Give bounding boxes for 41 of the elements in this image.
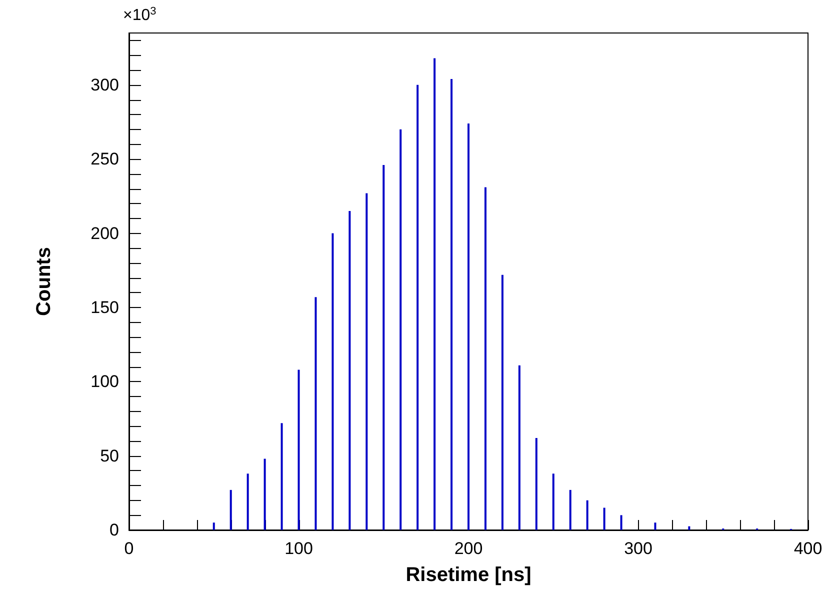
- bar: [264, 458, 266, 530]
- y-axis-title: Counts: [33, 247, 55, 316]
- bar: [552, 474, 554, 530]
- y-tick-label: 200: [90, 224, 119, 243]
- bar: [382, 165, 385, 530]
- bar: [298, 370, 300, 530]
- y-tick-label: 250: [90, 150, 119, 169]
- y-tick-label: 300: [90, 75, 119, 94]
- bar: [332, 233, 334, 530]
- x-axis-title: Risetime [ns]: [406, 564, 532, 586]
- x-tick-label: 400: [794, 539, 822, 558]
- bar: [688, 526, 690, 530]
- bar: [280, 423, 283, 530]
- bar: [434, 58, 436, 530]
- bar: [400, 129, 402, 530]
- bar: [450, 78, 453, 530]
- x-tick-label: 0: [124, 539, 134, 558]
- bar: [654, 522, 656, 530]
- y-tick-label: 150: [90, 298, 119, 317]
- bar: [535, 438, 538, 530]
- bar: [603, 508, 606, 530]
- bar: [569, 490, 572, 530]
- x-tick-label: 300: [624, 539, 652, 558]
- bar: [348, 211, 351, 530]
- bar: [586, 500, 588, 530]
- bar: [468, 124, 470, 530]
- bar: [246, 474, 249, 530]
- bar: [518, 365, 520, 530]
- bar: [314, 297, 317, 530]
- bar: [501, 274, 504, 530]
- bar: [230, 490, 232, 530]
- x-tick-label: 200: [454, 539, 483, 558]
- y-tick-label: 0: [110, 520, 119, 540]
- bar: [366, 193, 368, 530]
- bar: [484, 187, 486, 530]
- y-tick-label: 100: [90, 372, 119, 392]
- bar: [212, 522, 215, 530]
- y-tick-label: 50: [100, 446, 119, 466]
- bar: [620, 515, 622, 530]
- bar: [416, 84, 419, 530]
- x-tick-label: 100: [284, 539, 313, 558]
